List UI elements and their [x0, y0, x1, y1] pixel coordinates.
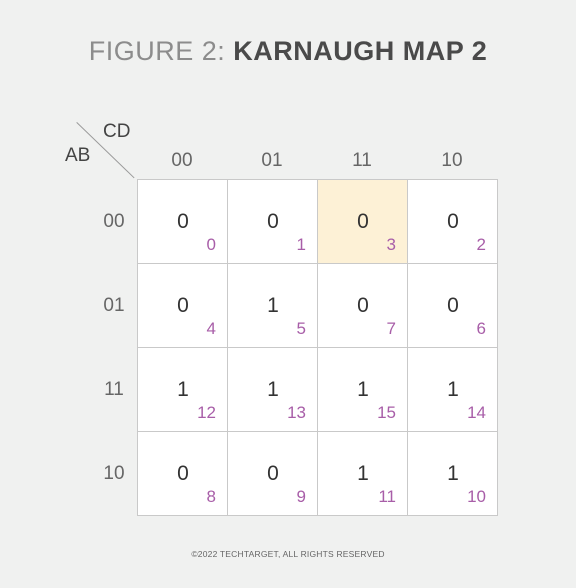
cell-minterm-index: 2 — [476, 235, 486, 254]
cell-value: 0 — [177, 210, 189, 233]
cell-value: 1 — [447, 462, 459, 485]
cell-value: 1 — [357, 378, 369, 401]
cell-minterm-index: 13 — [287, 403, 306, 422]
cell-value: 1 — [177, 378, 189, 401]
cell-minterm-index: 10 — [467, 487, 486, 506]
title-prefix: FIGURE 2: — [88, 36, 234, 66]
cell-value: 1 — [267, 294, 279, 317]
column-header: 11 — [352, 150, 372, 171]
cell-value: 0 — [447, 294, 459, 317]
cell-minterm-index: 4 — [206, 319, 216, 338]
cell-minterm-index: 5 — [296, 319, 306, 338]
kmap-cell: 1 12 — [138, 348, 228, 432]
cell-value: 1 — [267, 378, 279, 401]
row-header: 11 — [104, 379, 124, 400]
cell-minterm-index: 15 — [377, 403, 396, 422]
kmap-cell: 1 14 — [408, 348, 498, 432]
copyright-footer: ©2022 TECHTARGET, ALL RIGHTS RESERVED — [191, 549, 385, 559]
cell-minterm-index: 0 — [206, 235, 216, 254]
kmap-cell: 1 13 — [228, 348, 318, 432]
figure-title: FIGURE 2: KARNAUGH MAP 2 — [0, 36, 576, 67]
column-variable-label: CD — [103, 121, 131, 142]
cell-minterm-index: 6 — [476, 319, 486, 338]
cell-minterm-index: 11 — [378, 487, 396, 506]
cell-value: 0 — [177, 462, 189, 485]
kmap-cell: 1 11 — [318, 432, 408, 516]
kmap-cell: 1 15 — [318, 348, 408, 432]
row-header: 10 — [103, 463, 125, 484]
column-header: 10 — [441, 150, 463, 171]
column-header: 01 — [261, 150, 283, 171]
cell-value: 0 — [357, 210, 369, 233]
cell-value: 0 — [267, 210, 279, 233]
cell-minterm-index: 7 — [386, 319, 396, 338]
cell-minterm-index: 14 — [467, 403, 486, 422]
cell-value: 0 — [447, 210, 459, 233]
karnaugh-map-grid: 0 0 0 1 0 3 0 2 0 4 1 5 0 7 0 6 1 12 1 13 1 15 1 14 0 8 0 9 1 11 1 10 — [137, 179, 498, 516]
cell-value: 0 — [357, 294, 369, 317]
column-header: 00 — [171, 150, 193, 171]
title-main: KARNAUGH MAP 2 — [233, 36, 488, 66]
cell-value: 1 — [357, 462, 369, 485]
cell-minterm-index: 8 — [206, 487, 216, 506]
row-variable-label: AB — [65, 145, 91, 166]
row-header: 01 — [103, 295, 125, 316]
cell-minterm-index: 12 — [197, 403, 216, 422]
cell-minterm-index: 1 — [296, 235, 306, 254]
kmap-cell: 1 10 — [408, 432, 498, 516]
cell-minterm-index: 9 — [296, 487, 306, 506]
cell-value: 0 — [267, 462, 279, 485]
cell-value: 0 — [177, 294, 189, 317]
cell-minterm-index: 3 — [386, 235, 396, 254]
row-header: 00 — [103, 211, 125, 232]
cell-value: 1 — [447, 378, 459, 401]
